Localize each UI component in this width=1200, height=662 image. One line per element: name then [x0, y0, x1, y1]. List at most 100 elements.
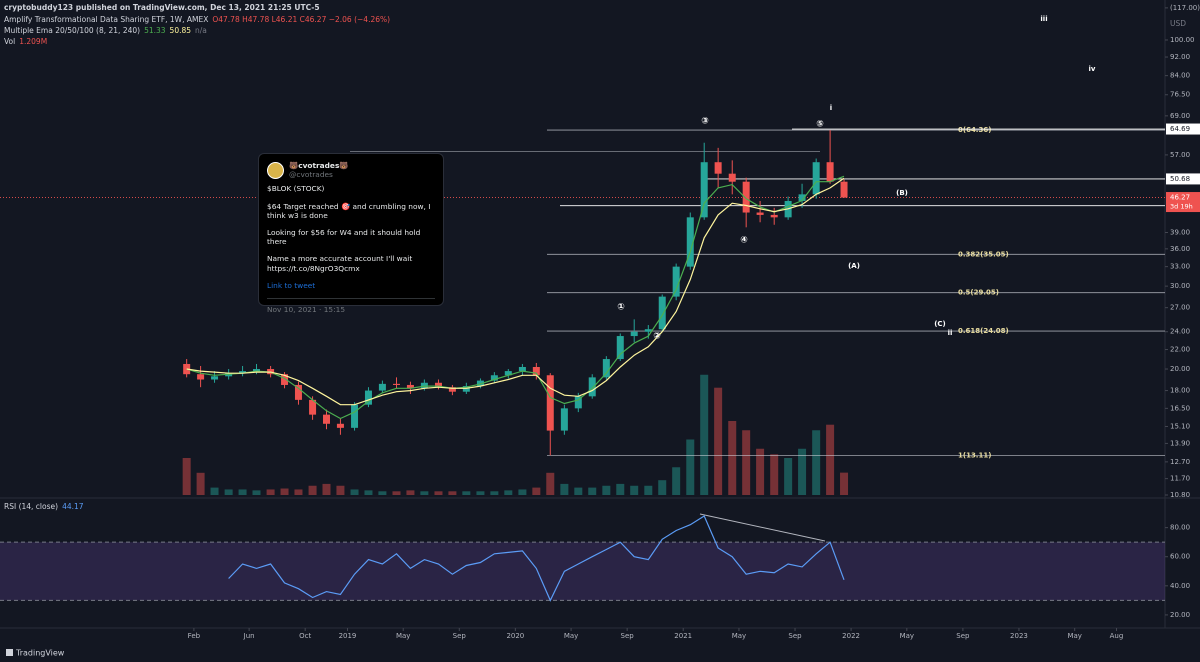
candle-body	[253, 369, 261, 372]
y-tick-label: 60.00	[1170, 553, 1190, 561]
x-tick-label: 2023	[1010, 632, 1028, 640]
candle-body	[826, 162, 834, 182]
last-price-label: 46.27	[1170, 194, 1190, 202]
candle-body	[686, 217, 694, 267]
price-tag	[1166, 173, 1200, 185]
volume-bar	[742, 430, 751, 495]
volume-bar	[364, 490, 373, 495]
volume-bar	[434, 491, 443, 495]
y-tick-label: 16.50	[1170, 404, 1190, 412]
wave-label: iv	[1089, 65, 1096, 73]
x-tick-label: May	[396, 632, 410, 640]
volume-bar	[840, 472, 849, 495]
candle-body	[742, 181, 750, 213]
y-tick-label: 69.00	[1170, 112, 1190, 120]
x-tick-label: Sep	[788, 632, 802, 640]
wave-label: ii	[948, 329, 953, 337]
wave-label: i	[830, 104, 832, 112]
price-tag-label: 50.68	[1170, 175, 1190, 183]
candle-body	[323, 414, 331, 424]
tweet-line: $64 Target reached 🎯 and crumbling now, …	[267, 201, 431, 220]
volume-bar	[322, 483, 331, 495]
tweet-card: 🐻cvotrades🐻 @cvotrades $BLOK (STOCK) $64…	[258, 153, 444, 314]
tweet-link[interactable]: Link to tweet	[267, 280, 316, 290]
volume-bar	[756, 448, 765, 495]
y-tick-label: 30.00	[1170, 282, 1190, 290]
ema-line	[186, 175, 845, 420]
countdown: 3d 19h	[1170, 203, 1193, 211]
header-text: cryptobuddy123 published on TradingView.…	[4, 3, 320, 12]
header-text: 51.33	[144, 26, 166, 35]
volume-bar	[350, 489, 359, 495]
x-tick-label: 2021	[674, 632, 692, 640]
fib-label: 0.382(35.05)	[958, 250, 1009, 258]
y-tick-label: 24.00	[1170, 328, 1190, 336]
wave-label: iii	[1040, 15, 1047, 23]
y-tick-label: 10.80	[1170, 491, 1190, 499]
header-text: 50.85	[170, 26, 192, 35]
volume-bar	[560, 483, 569, 495]
volume-bar	[644, 485, 653, 495]
volume-bar	[196, 472, 205, 495]
candle-body	[211, 376, 219, 380]
volume-bar	[448, 491, 457, 495]
volume-bar	[224, 489, 233, 495]
volume-bar	[812, 430, 821, 495]
volume-bar	[672, 467, 681, 495]
volume-bar	[336, 485, 345, 495]
wave-label: ⑤	[816, 120, 824, 130]
x-tick-label: 2022	[842, 632, 860, 640]
candle-body	[728, 173, 736, 182]
author-block: 🐻cvotrades🐻 @cvotrades	[289, 161, 349, 179]
tweet-time: Nov 10, 2021 · 15:15	[267, 298, 435, 314]
candle-body	[183, 363, 191, 375]
wave-label: (C)	[934, 320, 946, 328]
volume-bar	[252, 490, 261, 495]
y-tick-label: 57.00	[1170, 151, 1190, 159]
x-tick-label: Sep	[621, 632, 635, 640]
volume-bar	[504, 490, 513, 495]
avatar	[267, 161, 284, 179]
x-tick-label: Sep	[453, 632, 467, 640]
candle-body	[434, 382, 442, 388]
volume-bar	[546, 472, 555, 495]
volume-bar	[392, 491, 401, 495]
candle-body	[756, 212, 764, 215]
y-tick-label: 15.10	[1170, 422, 1190, 430]
x-tick-label: Jun	[243, 632, 255, 640]
candle-body	[560, 408, 568, 431]
candle-body	[812, 162, 820, 195]
header-text: Vol	[4, 37, 15, 46]
volume-bar	[490, 491, 499, 495]
volume-bar	[532, 487, 541, 495]
volume-bar	[588, 487, 597, 495]
wave-label: ④	[740, 236, 748, 246]
header-text: n/a	[195, 26, 207, 35]
y-tick-label: 80.00	[1170, 524, 1190, 532]
y-tick-label: 22.00	[1170, 346, 1190, 354]
wave-label: ①	[617, 303, 625, 313]
price-tag	[1166, 123, 1200, 135]
y-tick-label: 39.00	[1170, 228, 1190, 236]
fib-label: 0.618(24.08)	[958, 327, 1009, 335]
x-tick-label: Oct	[299, 632, 311, 640]
volume-bar	[462, 491, 471, 495]
volume-bar	[686, 439, 695, 495]
candle-body	[294, 384, 302, 400]
y-tick-label: 12.70	[1170, 458, 1190, 466]
y-tick-label: 84.00	[1170, 72, 1190, 80]
last-price-tag	[1166, 192, 1200, 213]
y-tick-label: 18.00	[1170, 387, 1190, 395]
volume-bar	[616, 483, 625, 495]
author-name: 🐻cvotrades🐻	[289, 161, 349, 170]
x-tick-label: Sep	[956, 632, 970, 640]
candle-body	[309, 399, 317, 415]
tweet-line: $BLOK (STOCK)	[267, 184, 325, 194]
candle-body	[672, 266, 680, 297]
candle-body	[616, 336, 624, 360]
candle-body	[532, 366, 540, 376]
fib-label: 0(64.36)	[958, 126, 991, 134]
currency: USD	[1170, 19, 1186, 28]
y-tick-label: 27.00	[1170, 304, 1190, 312]
candle-body	[239, 371, 247, 374]
